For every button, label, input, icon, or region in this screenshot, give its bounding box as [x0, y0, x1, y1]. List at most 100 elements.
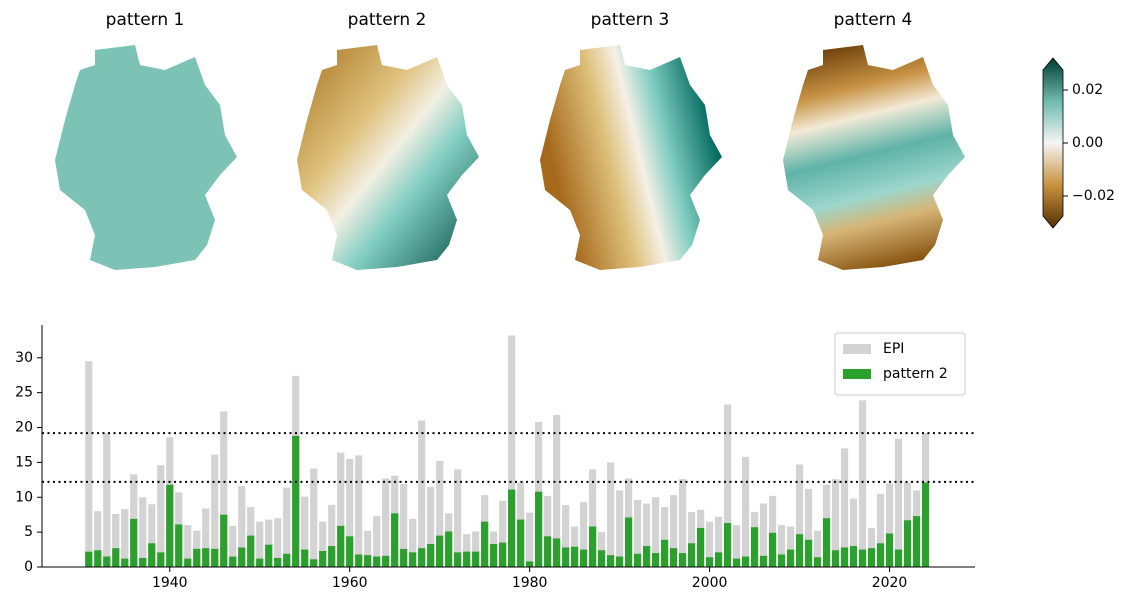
bar: [148, 543, 156, 567]
bar: [481, 521, 489, 567]
map: [540, 45, 722, 270]
map-title: pattern 1: [106, 10, 185, 30]
bar: [184, 558, 192, 567]
bar: [229, 525, 237, 567]
bar: [714, 552, 723, 567]
bar: [328, 546, 336, 567]
bar: [849, 546, 858, 567]
bar: [571, 546, 579, 567]
bar: [103, 433, 111, 567]
bar: [508, 335, 516, 567]
bar: [750, 527, 759, 567]
legend-swatch: [843, 344, 871, 354]
colorbar-tick-label: 0.02: [1072, 82, 1103, 98]
bar: [229, 556, 237, 567]
bar: [652, 497, 660, 567]
bar: [705, 521, 714, 567]
x-tick-label: 1960: [332, 575, 368, 591]
bar: [678, 553, 687, 567]
y-tick-label: 10: [15, 489, 33, 505]
bar: [445, 531, 453, 567]
bar: [256, 521, 264, 567]
bar: [831, 550, 840, 567]
bar: [274, 557, 282, 567]
bar: [265, 519, 273, 567]
bar: [211, 454, 219, 567]
bar: [139, 497, 147, 567]
bar: [238, 547, 246, 567]
bar: [723, 523, 732, 567]
maps: [55, 45, 965, 270]
bar: [463, 534, 471, 567]
colorbar: [1042, 57, 1064, 229]
bar: [526, 561, 534, 567]
bar: [741, 456, 750, 567]
bar: [840, 547, 849, 567]
bar: [301, 549, 309, 567]
bar: [589, 469, 597, 567]
bar: [553, 414, 561, 567]
bar: [885, 483, 894, 567]
bar: [112, 513, 120, 567]
bar: [391, 513, 399, 567]
bar: [822, 518, 831, 567]
bar: [346, 536, 354, 567]
bar: [849, 498, 858, 567]
bar: [732, 558, 741, 567]
bar: [238, 486, 246, 567]
bar: [858, 400, 867, 567]
bar: [256, 558, 264, 567]
bar: [661, 539, 669, 567]
x-tick-label: 1980: [512, 575, 548, 591]
bar: [768, 532, 777, 567]
legend-label: EPI: [883, 341, 904, 357]
bar: [804, 539, 813, 567]
y-tick-label: 5: [24, 524, 33, 540]
bar: [607, 462, 615, 567]
bar: [283, 553, 291, 567]
bar: [454, 469, 462, 567]
bar: [301, 496, 309, 567]
colorbar-tick-label: 0.00: [1072, 135, 1103, 151]
bar: [714, 516, 723, 567]
map: [297, 45, 479, 270]
y-tick-label: 20: [15, 420, 33, 436]
bar: [409, 552, 417, 567]
bar: [193, 548, 201, 567]
bar: [589, 526, 597, 567]
bar: [247, 535, 255, 567]
bar: [337, 452, 345, 567]
bar: [472, 551, 480, 567]
bar: [643, 503, 651, 567]
bar: [795, 464, 804, 567]
bar: [400, 484, 408, 567]
bar: [265, 544, 273, 567]
bar: [634, 500, 642, 567]
bar: [157, 552, 165, 567]
bar: [499, 500, 507, 567]
bar: [85, 551, 93, 567]
bar: [741, 556, 750, 567]
map-title: pattern 4: [834, 10, 913, 30]
bar: [202, 508, 210, 567]
bar: [202, 548, 210, 567]
bar: [310, 468, 318, 567]
bar: [777, 554, 786, 567]
bar: [562, 504, 570, 567]
bar: [903, 520, 912, 567]
bar: [616, 490, 624, 567]
bar: [418, 420, 426, 567]
bar: [364, 555, 372, 567]
map-title: pattern 3: [591, 10, 670, 30]
bar: [876, 543, 885, 567]
bar: [508, 489, 516, 567]
bar: [310, 559, 318, 567]
bar: [831, 479, 840, 567]
bar: [463, 551, 471, 567]
bar: [580, 549, 588, 567]
bar: [139, 557, 147, 567]
bar: [94, 511, 102, 567]
y-tick-label: 30: [15, 350, 33, 366]
bar: [616, 556, 624, 567]
bar: [184, 525, 192, 567]
